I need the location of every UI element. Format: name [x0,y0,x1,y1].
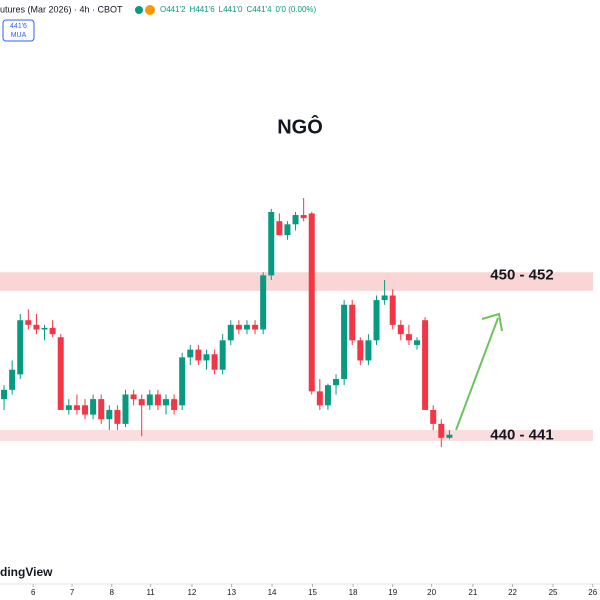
x-tick-label: 13 [227,588,236,597]
chart-title: NGÔ [277,114,323,138]
candle-body [203,354,210,361]
badge-action: MUA [11,32,27,39]
watermark: dingView [0,565,53,579]
x-tick-label: 6 [31,588,36,597]
candle-body [227,324,234,341]
x-tick-label: 22 [508,588,517,597]
candle-body [292,215,299,225]
x-tick-label: 25 [549,588,558,597]
candle-body [130,394,137,400]
candle-body [33,324,40,330]
ohlc-value: L441'0 [219,5,243,14]
candle-body [276,221,283,236]
x-axis: 6 7 8 11 12 13 14 15 18 19 20 21 22 25 26 [31,584,598,597]
candle-body [195,349,202,361]
candle-body [268,211,275,276]
candle-body [284,224,291,236]
candle-body [349,304,356,341]
x-tick-label: 14 [268,588,277,597]
ohlc-value: H441'6 [190,5,216,14]
candle-body [82,405,89,415]
x-tick-label: 18 [349,588,358,597]
candle-body [73,405,80,410]
candle-body [57,337,64,410]
symbol: utures (Mar 2026) · 4h · CBOT [0,4,123,14]
candle-body [25,320,32,325]
x-tick-label: 20 [427,588,436,597]
candle-body [179,357,186,406]
ohlc-value: C441'4 [246,5,272,14]
status-dot [135,6,143,14]
zone [0,430,593,441]
candle-body [438,423,445,438]
candle-body [357,340,364,361]
badge-price: 441'6 [10,23,27,30]
candle-body [146,394,153,406]
candle-body [65,405,72,410]
candle-body [430,409,437,424]
candle-body [41,327,48,330]
candle-body [1,389,8,400]
x-tick-label: 8 [110,588,115,597]
zone-label: 450 - 452 [490,267,553,284]
candle-body [381,295,388,301]
candle-body [389,295,396,325]
candle-body [373,300,380,341]
candle-body [365,340,372,361]
zone [0,272,593,291]
trade-badge[interactable] [2,19,35,42]
candle-body [308,213,315,392]
candle-body [171,399,178,410]
candle-body [405,334,412,341]
candles [1,198,453,448]
candle-body [414,340,421,345]
candle-body [235,324,242,330]
candle-body [243,324,250,330]
candle-body [138,399,145,406]
candle-body [333,379,340,386]
candle-body [114,409,121,424]
x-tick-label: 12 [187,588,196,597]
candle-body [219,340,226,370]
x-tick-label: 7 [70,588,75,597]
candle-body [316,391,323,406]
candle-body [9,369,16,390]
candle-body [122,394,129,424]
candle-body [341,304,348,380]
arrow [455,312,503,431]
candle-body [49,327,56,335]
delay-icon [145,5,155,15]
ohlc-value: 0'0 (0.00%) [276,5,317,14]
candle-body [300,215,307,219]
candle-body [211,354,218,370]
arrow-head [481,312,503,332]
candle-body [90,399,97,415]
x-tick-label: 19 [388,588,397,597]
candle-body [162,399,169,406]
candle-body [446,434,453,438]
candle-body [252,324,259,330]
ohlc-legend: O441'2 H441'6 L441'0 C441'4 0'0 (0.00%) [160,5,317,14]
x-tick-label: 26 [588,588,597,597]
zones: 450 - 452 440 - 441 [0,267,593,443]
candle-body [260,275,267,330]
candle-body [17,320,24,375]
candle-body [187,349,194,358]
candle-body [154,394,161,406]
zone-label: 440 - 441 [490,426,553,443]
ohlc-value: O441'2 [160,5,186,14]
candle-body [106,409,113,420]
candle-body [397,324,404,335]
x-tick-label: 21 [468,588,477,597]
x-tick-label: 15 [308,588,317,597]
candle-body [324,385,331,406]
arrow-shaft [455,317,499,431]
x-tick-label: 11 [146,588,155,597]
candle-body [98,399,105,420]
candle-body [422,320,429,410]
